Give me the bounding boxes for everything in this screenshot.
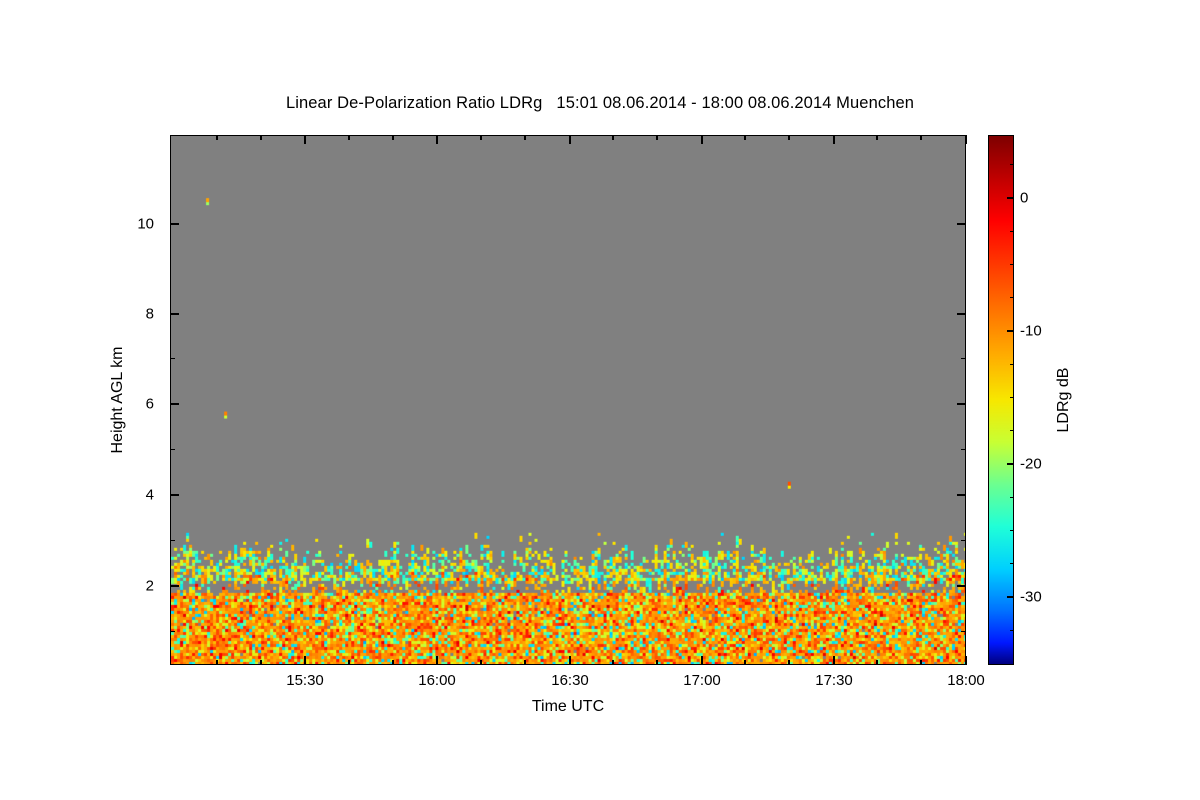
y-tick-major [170, 585, 179, 587]
y-tick-major [170, 403, 179, 405]
y-tick-major [170, 494, 179, 496]
heatmap-data-canvas [171, 136, 965, 664]
colorbar-tick-label: -10 [1020, 322, 1042, 340]
x-tick-major-top [965, 135, 967, 144]
colorbar-tick-minor [1010, 363, 1014, 365]
colorbar-tick-minor [1010, 297, 1014, 299]
x-tick-major-top [304, 135, 306, 144]
y-tick-minor-right [961, 539, 966, 542]
colorbar-tick-minor [1010, 263, 1014, 266]
x-tick-major-top [436, 135, 438, 144]
x-tick-minor-top [348, 135, 350, 140]
y-tick-minor [170, 448, 175, 451]
y-tick-label: 2 [145, 577, 154, 595]
x-tick-major-top [833, 135, 835, 144]
colorbar-tick-label: -30 [1020, 588, 1042, 606]
y-tick-major-right [957, 494, 966, 496]
x-tick-minor-top [612, 135, 614, 140]
x-tick-minor [920, 660, 922, 665]
x-tick-major [304, 656, 306, 665]
y-tick-major-right [957, 585, 966, 587]
y-tick-label: 10 [137, 215, 154, 233]
x-tick-minor [480, 660, 482, 665]
x-tick-minor [656, 660, 658, 665]
y-tick-major-right [957, 313, 966, 315]
x-tick-minor [788, 660, 790, 665]
y-tick-minor-right [961, 630, 966, 633]
colorbar-tick-minor [1010, 164, 1014, 166]
x-tick-minor [612, 660, 614, 665]
colorbar-tick-minor [1010, 230, 1014, 232]
x-tick-minor [348, 660, 350, 665]
x-tick-minor [216, 660, 218, 665]
x-axis-title: Time UTC [531, 698, 605, 715]
y-tick-minor-right [961, 448, 966, 451]
x-tick-major-top [569, 135, 571, 144]
x-tick-minor-top [788, 135, 790, 140]
y-tick-major [170, 223, 179, 225]
x-tick-minor-top [480, 135, 482, 140]
x-tick-minor [392, 660, 394, 665]
colorbar-tick-label: 0 [1020, 189, 1029, 207]
x-tick-label: 18:00 [947, 672, 985, 689]
x-tick-major-top [701, 135, 703, 144]
colorbar-tick-minor [1010, 396, 1014, 399]
colorbar-tick-major [1007, 596, 1014, 598]
y-tick-minor [170, 357, 175, 360]
y-tick-major-right [957, 223, 966, 225]
colorbar-tick-major [1007, 197, 1014, 199]
x-tick-minor-top [524, 135, 526, 140]
x-tick-minor-top [876, 135, 878, 140]
y-tick-label: 4 [145, 486, 154, 504]
colorbar-tick-major [1007, 463, 1014, 465]
x-tick-label: 16:00 [418, 672, 456, 689]
x-tick-minor [524, 660, 526, 665]
x-tick-major [569, 656, 571, 665]
y-tick-minor [170, 539, 175, 542]
x-tick-major [701, 656, 703, 665]
y-tick-major [170, 313, 179, 315]
x-tick-major [833, 656, 835, 665]
y-tick-major-right [957, 403, 966, 405]
y-tick-minor-right [961, 357, 966, 360]
colorbar-tick-label: -20 [1020, 455, 1042, 473]
x-tick-minor [876, 660, 878, 665]
x-tick-major [436, 656, 438, 665]
colorbar-tick-minor [1010, 496, 1014, 498]
x-tick-major [965, 656, 967, 665]
y-tick-label: 8 [145, 305, 154, 323]
colorbar-tick-minor [1010, 529, 1014, 532]
y-tick-label: 6 [145, 395, 154, 413]
colorbar[interactable] [988, 135, 1014, 665]
y-axis-title: Height AGL km [109, 346, 126, 454]
colorbar-tick-minor [1010, 430, 1014, 432]
colorbar-tick-minor [1010, 629, 1014, 631]
x-tick-label: 17:30 [815, 672, 853, 689]
x-tick-minor-top [656, 135, 658, 140]
x-tick-minor-top [260, 135, 262, 140]
colorbar-title: LDRg dB [1055, 367, 1072, 433]
x-tick-label: 16:30 [551, 672, 589, 689]
x-tick-minor-top [216, 135, 218, 140]
colorbar-tick-major [1007, 330, 1014, 332]
x-tick-minor [260, 660, 262, 665]
x-tick-minor-top [744, 135, 746, 140]
y-tick-minor [170, 630, 175, 633]
x-tick-label: 15:30 [286, 672, 324, 689]
x-tick-minor-top [392, 135, 394, 140]
heatmap-plot-area[interactable] [170, 135, 966, 665]
colorbar-tick-minor [1010, 563, 1014, 565]
x-tick-label: 17:00 [683, 672, 721, 689]
x-tick-minor [744, 660, 746, 665]
page-title: Linear De-Polarization Ratio LDRg 15:01 … [285, 94, 915, 112]
colorbar-gradient [989, 136, 1013, 664]
x-tick-minor-top [920, 135, 922, 140]
